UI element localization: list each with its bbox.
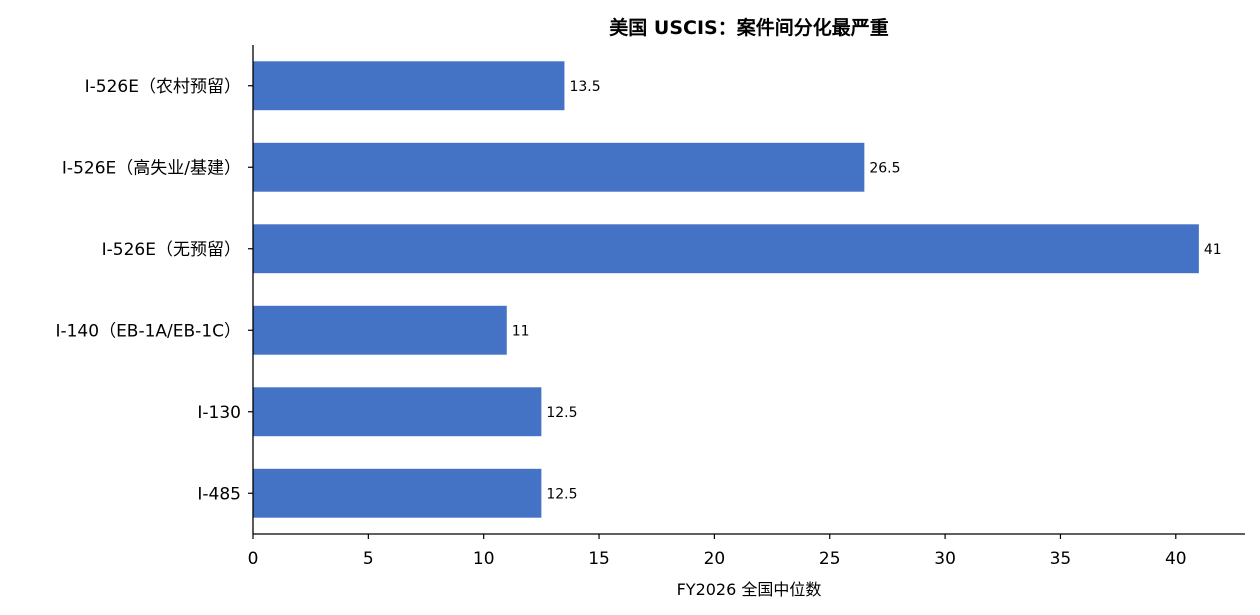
data-label: 41 (1204, 242, 1222, 258)
bars-layer (253, 61, 1199, 518)
x-tick-label: 30 (934, 549, 956, 569)
chart-title: 美国 USCIS：案件间分化最严重 (609, 16, 888, 39)
x-axis-label: FY2026 全国中位数 (677, 580, 822, 599)
y-tick-label: I-526E（无预留） (102, 240, 241, 260)
x-tick-label: 35 (1050, 549, 1072, 569)
x-tick-label: 5 (363, 549, 374, 569)
data-label: 26.5 (869, 160, 900, 176)
x-tick-label: 20 (704, 549, 726, 569)
bar (253, 142, 865, 192)
data-labels-layer: 13.5 26.5 41 11 12.5 12.5 (512, 79, 1222, 503)
data-label: 12.5 (546, 486, 577, 502)
y-tick-label: I-485 (197, 484, 241, 504)
x-tick-label: 0 (248, 549, 259, 569)
data-label: 13.5 (569, 79, 600, 95)
y-tick-label: I-140（EB-1A/EB-1C） (55, 321, 241, 341)
bar (253, 468, 542, 518)
data-label: 12.5 (546, 405, 577, 421)
bar (253, 61, 565, 111)
y-tick-label: I-526E（高失业/基建） (62, 158, 241, 178)
x-tick-label: 25 (819, 549, 841, 569)
bar (253, 387, 542, 437)
data-label: 11 (512, 323, 530, 339)
x-tick-label: 40 (1165, 549, 1187, 569)
bar (253, 305, 507, 355)
y-tick-label: I-130 (197, 403, 241, 423)
x-tick-label: 10 (473, 549, 495, 569)
y-tick-label: I-526E（农村预留） (85, 77, 241, 97)
bar (253, 224, 1199, 274)
x-tick-label: 15 (588, 549, 610, 569)
y-axis: I-526E（农村预留） I-526E（高失业/基建） I-526E（无预留） I-1… (55, 45, 254, 534)
x-axis: 0 5 10 15 20 25 30 35 40 (248, 533, 1245, 569)
